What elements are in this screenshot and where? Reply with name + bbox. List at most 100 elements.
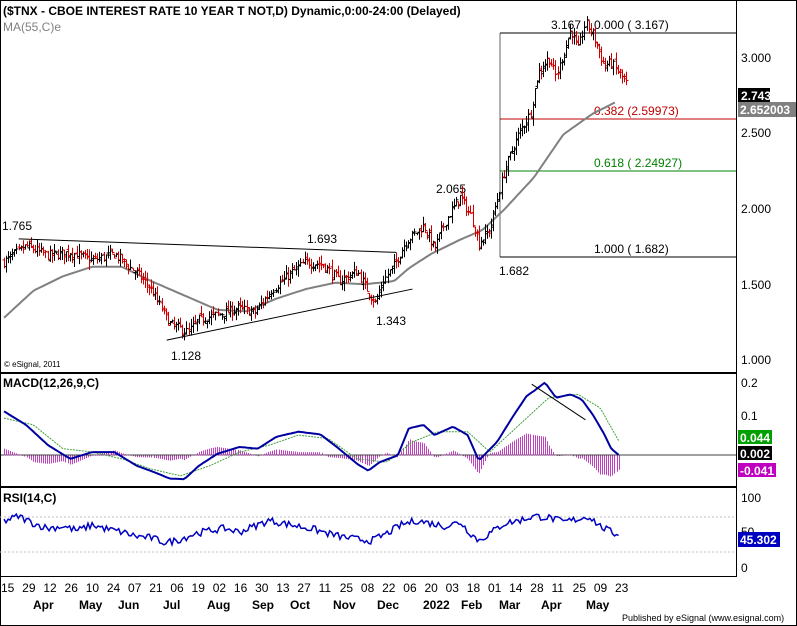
macd-signal-line <box>3 393 620 477</box>
price-bar <box>128 259 133 270</box>
price-bar <box>599 46 604 66</box>
trendline <box>166 288 413 341</box>
x-day-label: 08 <box>361 581 375 595</box>
price-bar <box>392 253 397 274</box>
price-bar <box>62 249 67 265</box>
price-bar <box>431 240 436 248</box>
price-bar <box>54 251 59 255</box>
annotation-label: 1.682 <box>499 264 529 278</box>
price-bar <box>412 228 417 236</box>
price-bar <box>585 16 590 31</box>
price-bar <box>187 322 192 335</box>
histogram-value-tag <box>738 463 776 477</box>
price-bar <box>37 242 42 256</box>
price-bar <box>93 252 98 259</box>
price-bar <box>526 109 531 132</box>
price-tick-label: 1.500 <box>741 278 771 292</box>
x-month-label: 2022 <box>423 598 450 612</box>
ma-55-path <box>3 101 616 319</box>
price-bar <box>539 65 544 80</box>
ma-value-tag <box>738 102 796 117</box>
x-month-label: Sep <box>252 598 274 612</box>
price-bar <box>356 270 361 276</box>
price-bar <box>607 55 612 67</box>
price-bar <box>153 287 158 301</box>
price-bar <box>122 258 127 267</box>
price-bar <box>31 244 36 254</box>
price-bar <box>344 274 349 284</box>
footer-text: Published by eSignal (www.esignal.com) <box>622 613 784 623</box>
x-day-label: 30 <box>255 581 269 595</box>
price-bar <box>437 232 442 242</box>
price-bar <box>520 119 525 137</box>
price-bar <box>296 260 301 277</box>
x-month-label: Aug <box>207 598 230 612</box>
price-bar <box>365 277 370 292</box>
trendline <box>18 238 397 253</box>
price-bar <box>423 222 428 234</box>
price-bar <box>60 246 65 260</box>
x-day-label: 06 <box>170 581 184 595</box>
price-bar <box>116 251 121 264</box>
price-bar <box>616 64 621 75</box>
price-bar <box>506 155 511 176</box>
fib-label-1000: 1.000 ( 1.682) <box>594 242 669 256</box>
price-bar <box>325 264 330 274</box>
price-bar <box>402 239 407 258</box>
price-panel-frame <box>0 0 737 373</box>
price-bar <box>197 314 202 325</box>
annotation-label: 2.065 <box>436 182 466 196</box>
x-month-label: Oct <box>290 598 310 612</box>
price-bar <box>400 247 405 259</box>
price-bar <box>307 257 312 269</box>
x-day-label: 21 <box>149 581 163 595</box>
price-bar <box>120 254 125 264</box>
price-bar <box>551 58 556 70</box>
x-day-label: 25 <box>573 581 587 595</box>
price-bar <box>319 255 324 271</box>
price-bar <box>477 225 482 251</box>
rsi-value: 45.302 <box>740 533 777 547</box>
price-bar <box>160 298 165 312</box>
price-bar <box>508 151 513 161</box>
x-month-label: Apr <box>33 598 54 612</box>
price-bar <box>110 248 115 254</box>
price-bar <box>288 269 293 284</box>
price-bar <box>170 319 175 323</box>
fib-label-618: 0.618 ( 2.24927) <box>594 156 682 170</box>
price-bar <box>466 206 471 216</box>
price-bar <box>70 247 75 264</box>
price-bar <box>228 301 233 318</box>
rsi-path <box>3 512 619 548</box>
price-bar <box>25 241 30 248</box>
x-month-label: May <box>586 598 610 612</box>
rsi-title: RSI(14,C) <box>3 491 56 505</box>
price-bar <box>8 251 13 264</box>
price-bar <box>471 204 476 228</box>
price-bar <box>611 59 616 76</box>
x-day-label: 25 <box>340 581 354 595</box>
price-bar <box>303 251 308 265</box>
price-bar <box>81 251 86 258</box>
x-axis-month-labels: Apr May Jun Jul Aug Sep Oct Nov Dec 2022 Feb Mar Apr… <box>33 598 610 612</box>
price-bar <box>176 318 181 331</box>
price-bar <box>450 201 455 224</box>
price-bar <box>222 315 227 324</box>
x-month-label: Jul <box>163 598 180 612</box>
x-day-label: 01 <box>488 581 502 595</box>
price-bar <box>363 272 368 289</box>
price-bar <box>603 57 608 72</box>
histogram-value: -0.041 <box>740 464 774 478</box>
price-bar <box>145 272 150 293</box>
price-bar <box>533 88 538 108</box>
price-bar <box>516 127 521 146</box>
price-bar <box>172 316 177 330</box>
price-bar <box>446 216 451 230</box>
rsi-line <box>3 512 619 548</box>
price-bar <box>68 252 73 262</box>
price-bar <box>404 241 409 252</box>
price-bar <box>72 253 77 268</box>
price-trendlines <box>18 238 413 341</box>
annotation-label: 1.693 <box>307 232 337 246</box>
